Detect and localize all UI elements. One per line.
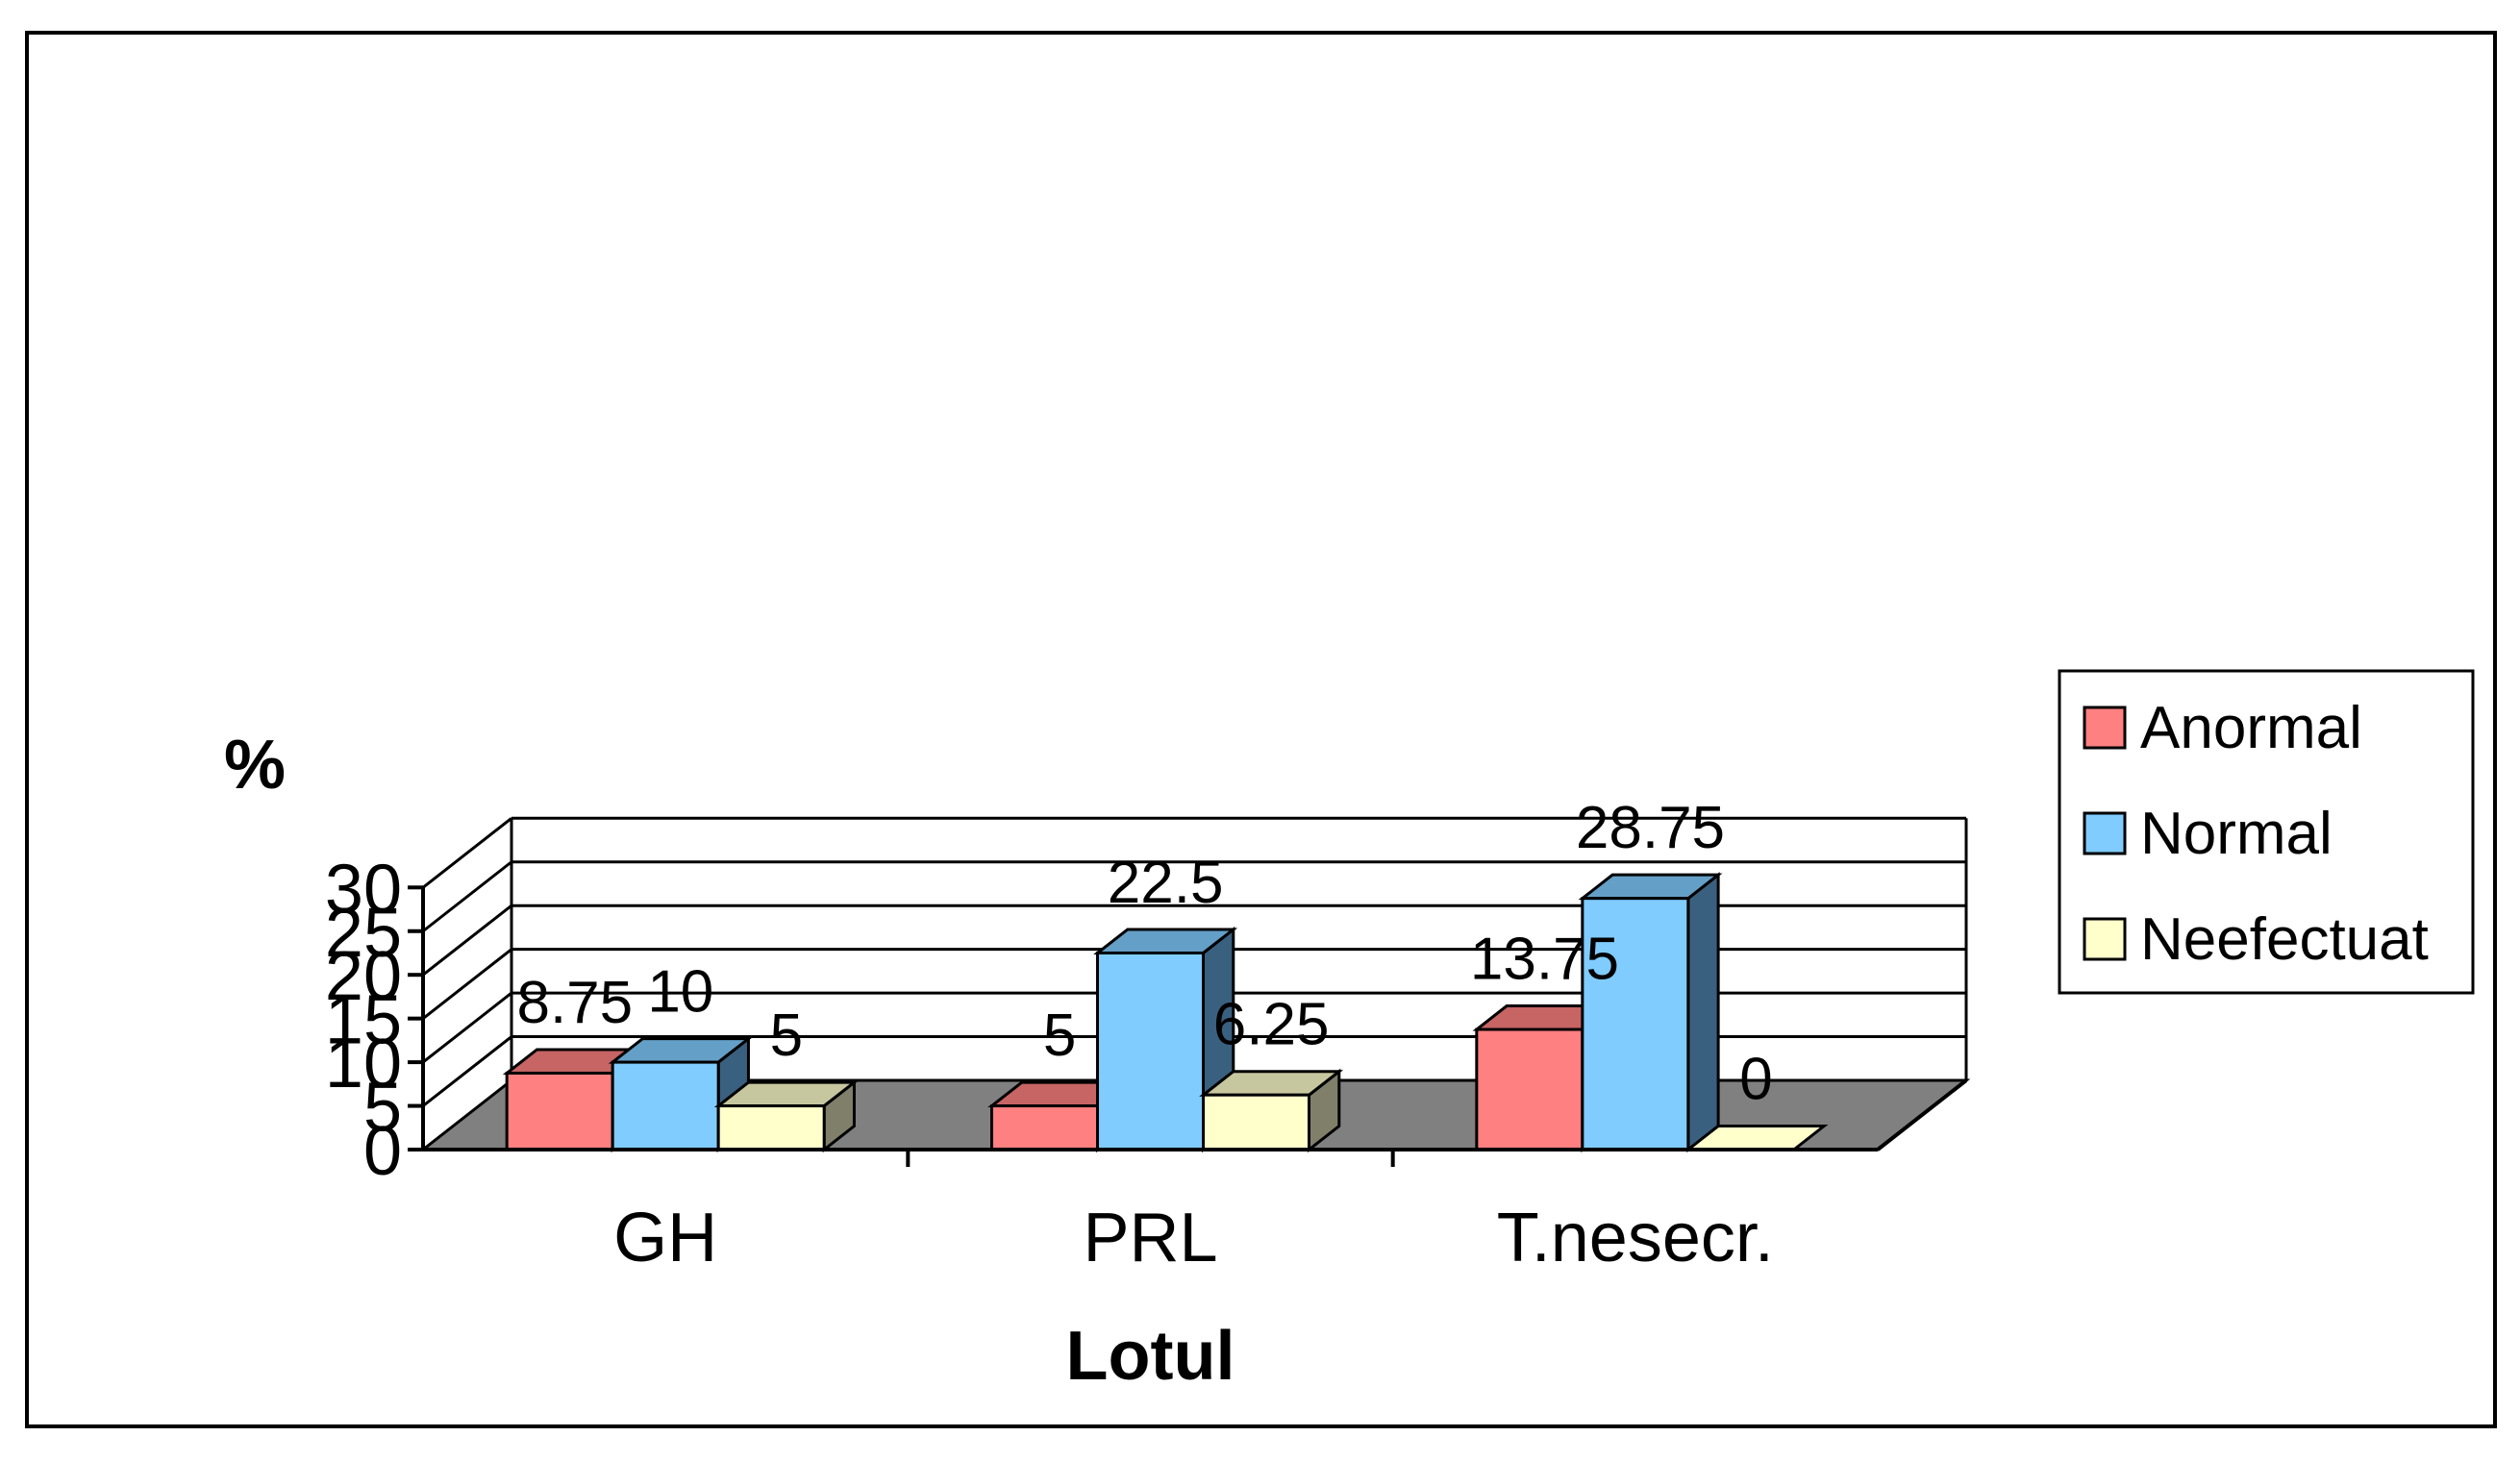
- data-label: 5: [770, 1003, 803, 1069]
- data-label: 5: [1043, 1003, 1076, 1069]
- x-category-label: T.nesecr.: [1497, 1200, 1774, 1276]
- x-axis-depth-edge: [1876, 1078, 1968, 1151]
- legend-box: [2058, 669, 2475, 995]
- legend-swatch: [2083, 706, 2127, 750]
- bar-front-face: [611, 1060, 720, 1151]
- bar-front-face: [1096, 951, 1205, 1151]
- bar-front-face: [505, 1071, 614, 1151]
- bar-front-face: [716, 1104, 826, 1151]
- legend-label: Anormal: [2140, 695, 2362, 761]
- y-tick-label: 25: [325, 895, 402, 972]
- y-tick-label: 15: [325, 982, 402, 1059]
- bar-normal-2: [1578, 872, 1723, 1153]
- y-tick-label: 5: [363, 1070, 402, 1147]
- bar-front-face: [1202, 1093, 1310, 1151]
- data-label: 10: [647, 959, 713, 1026]
- y-axis-title: %: [224, 727, 286, 804]
- y-tick-label: 20: [325, 938, 402, 1015]
- x-axis-title: Lotul: [1066, 1318, 1235, 1395]
- bar-side-face: [1686, 872, 1720, 1153]
- gridline-side-3: [422, 948, 512, 1020]
- x-category-label: GH: [613, 1200, 717, 1276]
- y-tick-label: 0: [363, 1113, 402, 1190]
- y-tick-label: 30: [325, 851, 402, 928]
- gridline-side-1: [422, 1035, 512, 1107]
- gridline-side-4: [422, 904, 512, 977]
- bar-front-face: [990, 1104, 1099, 1151]
- legend-label: Neefectuat: [2140, 906, 2429, 973]
- data-label: 0: [1739, 1047, 1772, 1113]
- legend-swatch: [2083, 811, 2127, 855]
- data-label: 8.75: [516, 970, 633, 1036]
- bar-neefectuat-1: [1199, 1068, 1344, 1153]
- data-label: 13.75: [1470, 927, 1619, 993]
- x-category-label: PRL: [1083, 1200, 1217, 1276]
- legend-label: Normal: [2140, 801, 2333, 867]
- bar-front-face: [1581, 897, 1690, 1151]
- data-label: 22.5: [1108, 850, 1224, 916]
- gridline-side-5: [422, 860, 512, 932]
- gridline-side-2: [422, 991, 512, 1064]
- bar-front-face: [1475, 1028, 1584, 1151]
- legend-swatch: [2083, 917, 2127, 961]
- gridline-side-6: [422, 817, 512, 889]
- y-tick-label: 10: [325, 1026, 402, 1102]
- bar-neefectuat-0: [713, 1078, 859, 1153]
- data-label: 6.25: [1213, 992, 1330, 1058]
- data-label: 28.75: [1576, 795, 1725, 861]
